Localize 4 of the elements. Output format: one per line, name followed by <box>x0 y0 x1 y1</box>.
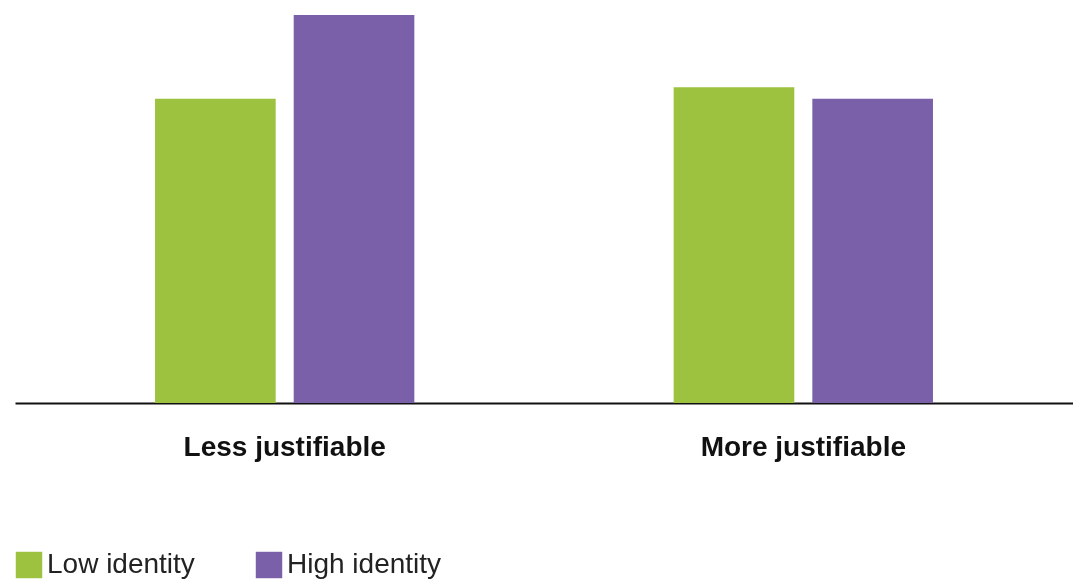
legend-label: Low identity <box>47 548 195 579</box>
legend-label: High identity <box>287 548 442 579</box>
x-tick-label: Less justifiable <box>183 430 386 462</box>
x-tick-label: More justifiable <box>700 430 906 462</box>
